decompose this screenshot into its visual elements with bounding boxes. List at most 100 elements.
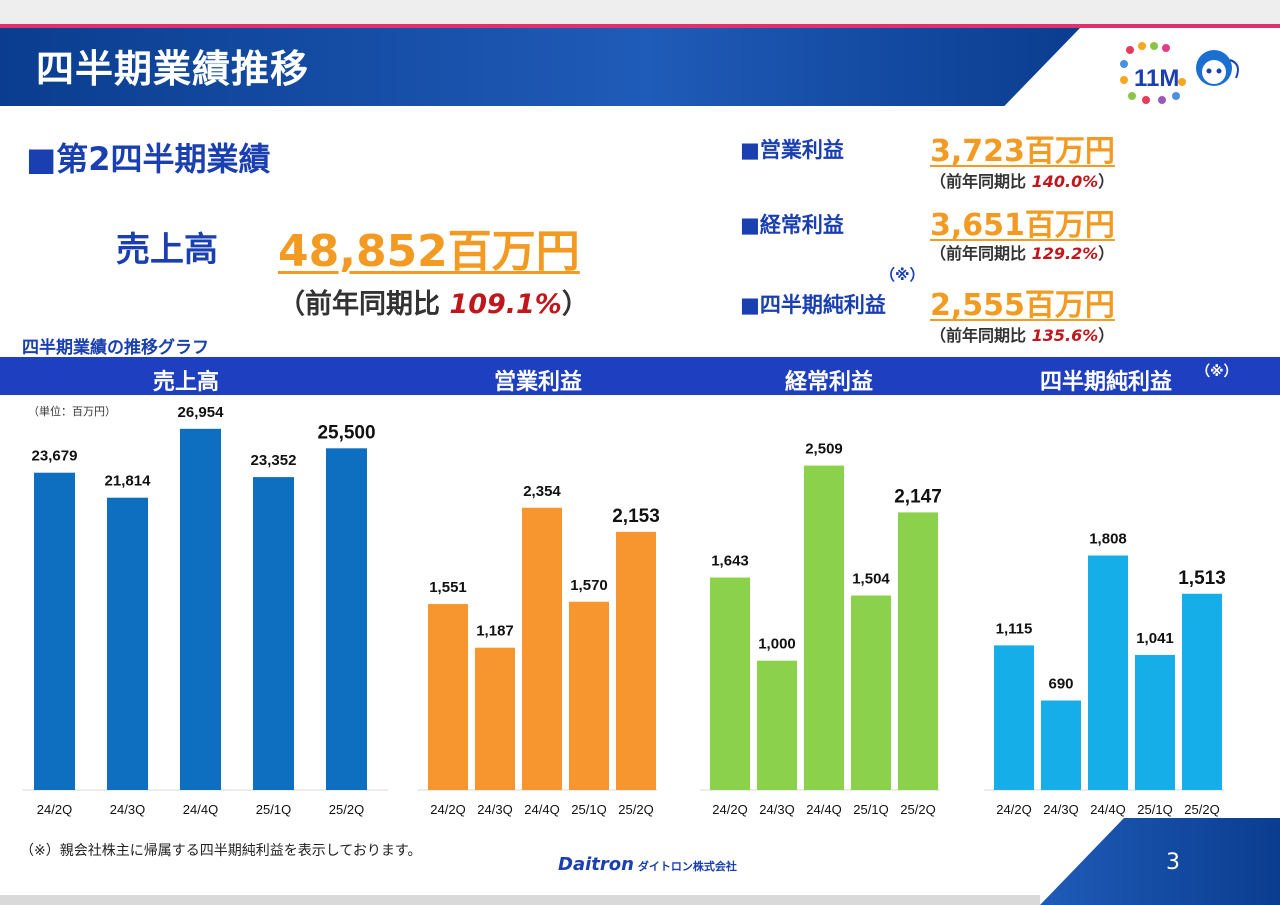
- data-label: 21,814: [105, 473, 152, 490]
- data-label: 690: [1048, 676, 1073, 693]
- company-name: Daitron: [558, 854, 634, 875]
- net-profit-ratio-prefix: （前年同期比: [930, 326, 1027, 345]
- category-label: 25/1Q: [571, 802, 606, 817]
- band-label-operating: 営業利益: [494, 370, 583, 395]
- data-label: 1,570: [570, 577, 608, 594]
- data-label: 1,187: [476, 623, 514, 640]
- accent-line: [0, 24, 1280, 28]
- footer-band: [1040, 818, 1280, 905]
- data-label: 1,115: [996, 620, 1033, 637]
- category-label: 25/2Q: [329, 802, 364, 817]
- data-label: 25,500: [317, 422, 375, 443]
- bar: [1088, 555, 1128, 790]
- bar: [475, 647, 515, 790]
- data-label: 1,000: [758, 636, 796, 653]
- sales-ratio-suffix: ）: [561, 289, 589, 320]
- bar: [851, 595, 891, 790]
- data-label: 1,504: [852, 571, 890, 588]
- graph-title: 四半期業績の推移グラフ: [22, 338, 209, 358]
- operating-profit-ratio-value: 140.0%: [1031, 172, 1099, 191]
- bar: [522, 507, 562, 790]
- net-profit-label: ■四半期純利益: [740, 293, 886, 317]
- ordinary-profit-ratio-suffix: ）: [1098, 244, 1115, 263]
- category-label: 24/4Q: [524, 802, 559, 817]
- data-label: 23,679: [32, 448, 78, 465]
- bar: [994, 645, 1034, 790]
- category-label: 24/4Q: [1090, 802, 1125, 817]
- bar: [1182, 593, 1222, 790]
- quarter-heading: ■第2四半期業績: [26, 140, 271, 178]
- net-profit-value: 2,555百万円: [930, 288, 1115, 323]
- bar: [757, 660, 797, 790]
- operating-profit-value: 3,723百万円: [930, 134, 1115, 169]
- logo-text: 11M: [1134, 65, 1179, 92]
- ordinary-profit-ratio: （前年同期比 129.2%）: [930, 240, 1114, 264]
- bar: [569, 601, 609, 790]
- net-profit-ratio-value: 135.6%: [1031, 326, 1099, 345]
- category-label: 24/3Q: [1043, 802, 1078, 817]
- operating-profit-label: ■営業利益: [740, 138, 844, 162]
- sales-label: 売上高: [116, 230, 218, 270]
- bar: [710, 577, 750, 790]
- band-label-net: 四半期純利益: [1040, 370, 1173, 395]
- sales-ratio: （前年同期比 109.1%）: [278, 282, 589, 321]
- header-band: [0, 28, 1080, 106]
- bar-charts: 23,679 24/2Q 21,814 24/3Q 26,954 24/4Q 23,352 2…: [22, 404, 1226, 817]
- data-label: 1,643: [711, 553, 749, 570]
- logo-icon: 11M: [1120, 42, 1239, 104]
- data-label: 23,352: [251, 452, 297, 469]
- category-label: 25/1Q: [853, 802, 888, 817]
- band-note-mark: （※）: [1196, 364, 1238, 380]
- operating-profit-ratio-prefix: （前年同期比: [930, 172, 1027, 191]
- category-label: 24/4Q: [183, 802, 218, 817]
- category-label: 25/1Q: [256, 802, 291, 817]
- ordinary-profit-ratio-value: 129.2%: [1031, 244, 1099, 263]
- sales-value: 48,852百万円: [278, 226, 580, 277]
- category-label: 24/2Q: [37, 802, 72, 817]
- data-label: 1,513: [1178, 568, 1226, 589]
- band-label-sales: 売上高: [153, 370, 220, 395]
- category-label: 24/3Q: [477, 802, 512, 817]
- bottom-decor-bar: [0, 895, 1040, 905]
- category-label: 25/2Q: [618, 802, 653, 817]
- data-label: 2,153: [612, 506, 660, 527]
- bar: [107, 497, 148, 790]
- category-label: 25/2Q: [900, 802, 935, 817]
- net-profit-ratio: （前年同期比 135.6%）: [930, 322, 1114, 346]
- top-decor-bar: [0, 0, 1280, 24]
- operating-profit-ratio: （前年同期比 140.0%）: [930, 168, 1114, 192]
- bar: [804, 465, 844, 790]
- operating-profit-ratio-suffix: ）: [1098, 172, 1115, 191]
- category-label: 24/4Q: [806, 802, 841, 817]
- data-label: 2,509: [805, 441, 843, 458]
- category-label: 24/2Q: [430, 802, 465, 817]
- data-label: 26,954: [178, 404, 225, 421]
- bar: [326, 448, 367, 790]
- band-label-ordinary: 経常利益: [785, 370, 874, 395]
- category-label: 24/2Q: [996, 802, 1031, 817]
- bar: [253, 477, 294, 790]
- category-label: 25/2Q: [1184, 802, 1219, 817]
- category-label: 24/2Q: [712, 802, 747, 817]
- unit-label: （単位：百万円）: [28, 405, 116, 418]
- data-label: 1,808: [1089, 531, 1127, 548]
- bar: [898, 512, 938, 790]
- category-label: 24/3Q: [759, 802, 794, 817]
- page-number: 3: [1166, 850, 1180, 875]
- data-label: 2,147: [894, 486, 942, 507]
- bar: [616, 531, 656, 790]
- data-label: 2,354: [523, 483, 561, 500]
- ordinary-profit-ratio-prefix: （前年同期比: [930, 244, 1027, 263]
- category-label: 25/1Q: [1137, 802, 1172, 817]
- page-title: 四半期業績推移: [36, 47, 310, 91]
- ordinary-profit-value: 3,651百万円: [930, 208, 1115, 243]
- data-label: 1,041: [1136, 630, 1174, 647]
- footnote: （※）親会社株主に帰属する四半期純利益を表示しております。: [20, 843, 422, 859]
- bar: [1041, 700, 1081, 790]
- net-profit-note-mark: （※）: [880, 266, 925, 284]
- bar: [428, 604, 468, 790]
- ordinary-profit-label: ■経常利益: [740, 213, 844, 237]
- chart-header-band: [0, 357, 1280, 395]
- net-profit-ratio-suffix: ）: [1098, 326, 1115, 345]
- company-logo: Daitron ダイトロン株式会社: [558, 854, 737, 875]
